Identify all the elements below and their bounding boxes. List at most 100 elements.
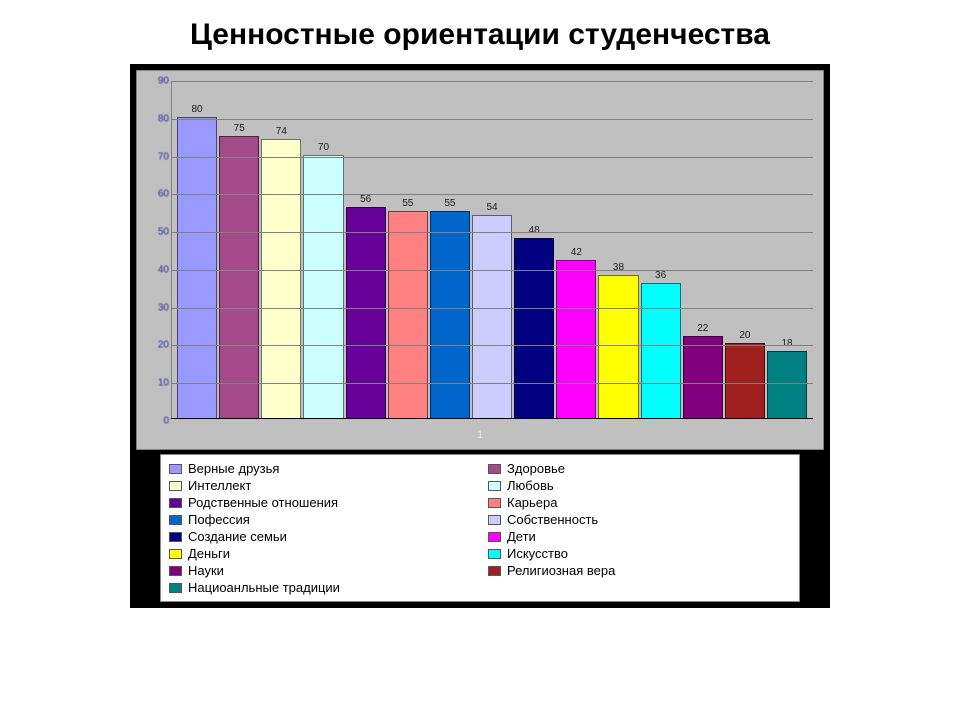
bar: 42	[556, 260, 596, 419]
bar-fill	[514, 238, 554, 419]
y-tick-label: 30	[158, 302, 169, 313]
legend-swatch	[488, 532, 501, 542]
legend-swatch	[488, 464, 501, 474]
plot-area: 0102030405060708090 80757470565555544842…	[136, 70, 824, 450]
gridline	[171, 232, 813, 233]
gridline	[171, 81, 813, 82]
page-title: Ценностные ориентации студенчества	[0, 0, 960, 64]
gridline	[171, 270, 813, 271]
bar-fill	[219, 136, 259, 419]
bar: 55	[388, 211, 428, 419]
legend-swatch	[169, 532, 182, 542]
legend-label: Верные друзья	[188, 461, 279, 476]
bar-fill	[598, 275, 638, 419]
legend-label: Карьера	[507, 495, 558, 510]
legend-swatch	[169, 549, 182, 559]
y-axis-labels: 0 10 20 30 40 50 60 70 80 90	[137, 71, 171, 449]
bar: 38	[598, 275, 638, 419]
bar: 48	[514, 238, 554, 419]
legend-swatch	[169, 481, 182, 491]
gridline	[171, 308, 813, 309]
bar-fill	[177, 117, 217, 419]
legend-item: Науки	[169, 563, 472, 578]
bar-value-label: 55	[430, 198, 470, 211]
bar-fill	[641, 283, 681, 419]
gridline	[171, 157, 813, 158]
y-tick-label: 20	[158, 340, 169, 351]
bar-fill	[556, 260, 596, 419]
grid-area: 807574705655555448423836222018	[171, 81, 813, 419]
bar: 22	[683, 336, 723, 419]
legend-label: Нациоанльные традиции	[188, 580, 340, 595]
bar-value-label: 80	[177, 104, 217, 117]
legend-item: Религиозная вера	[488, 563, 791, 578]
legend-item: Карьера	[488, 495, 791, 510]
legend-swatch	[488, 566, 501, 576]
legend-item: Здоровье	[488, 461, 791, 476]
legend-label: Любовь	[507, 478, 554, 493]
y-tick-label: 90	[158, 76, 169, 87]
bar-fill	[346, 207, 386, 419]
bar: 55	[430, 211, 470, 419]
y-tick-label: 70	[158, 151, 169, 162]
legend-label: Здоровье	[507, 461, 565, 476]
legend-label: Дети	[507, 529, 536, 544]
legend-item: Пофессия	[169, 512, 472, 527]
bar: 18	[767, 351, 807, 419]
legend-swatch	[169, 464, 182, 474]
legend-item: Любовь	[488, 478, 791, 493]
legend-swatch	[488, 549, 501, 559]
bar: 56	[346, 207, 386, 419]
bar: 36	[641, 283, 681, 419]
bar-value-label: 75	[219, 123, 259, 136]
legend-label: Родственные отношения	[188, 495, 338, 510]
bar-fill	[430, 211, 470, 419]
bar-value-label: 54	[472, 202, 512, 215]
legend-label: Религиозная вера	[507, 563, 615, 578]
legend-item: Родственные отношения	[169, 495, 472, 510]
legend-item: Собственность	[488, 512, 791, 527]
bar-value-label: 56	[346, 194, 386, 207]
bar-fill	[767, 351, 807, 419]
legend-swatch	[169, 498, 182, 508]
legend-label: Искусство	[507, 546, 568, 561]
bar-value-label: 22	[683, 323, 723, 336]
y-tick-label: 80	[158, 113, 169, 124]
legend-item: Интеллект	[169, 478, 472, 493]
y-tick-label: 60	[158, 189, 169, 200]
legend-swatch	[169, 515, 182, 525]
bar-fill	[683, 336, 723, 419]
y-tick-label: 40	[158, 264, 169, 275]
gridline	[171, 194, 813, 195]
bar: 54	[472, 215, 512, 419]
chart-container: 0102030405060708090 80757470565555544842…	[130, 64, 830, 608]
bar-value-label: 42	[556, 247, 596, 260]
bar-value-label: 36	[641, 270, 681, 283]
legend-item: Искусство	[488, 546, 791, 561]
y-tick-label: 0	[163, 416, 169, 427]
legend-label: Создание семьи	[188, 529, 287, 544]
y-tick-label: 10	[158, 378, 169, 389]
baseline	[171, 418, 813, 419]
legend-swatch	[488, 481, 501, 491]
legend-swatch	[488, 498, 501, 508]
bars-group: 807574705655555448423836222018	[171, 81, 813, 419]
legend-item: Нациоанльные традиции	[169, 580, 472, 595]
legend-swatch	[488, 515, 501, 525]
y-tick-label: 50	[158, 227, 169, 238]
x-axis-label: 1	[477, 429, 483, 441]
legend-label: Науки	[188, 563, 224, 578]
bar-value-label: 70	[303, 142, 343, 155]
gridline	[171, 383, 813, 384]
legend-item: Создание семьи	[169, 529, 472, 544]
legend-swatch	[169, 583, 182, 593]
bar-value-label: 55	[388, 198, 428, 211]
legend-item: Дети	[488, 529, 791, 544]
bar: 20	[725, 343, 765, 419]
legend: Верные друзья Здоровье Интеллект Любовь Родс…	[160, 454, 800, 602]
legend-label: Интеллект	[188, 478, 251, 493]
legend-swatch	[169, 566, 182, 576]
bar: 80	[177, 117, 217, 419]
gridline	[171, 345, 813, 346]
legend-label: Собственность	[507, 512, 598, 527]
